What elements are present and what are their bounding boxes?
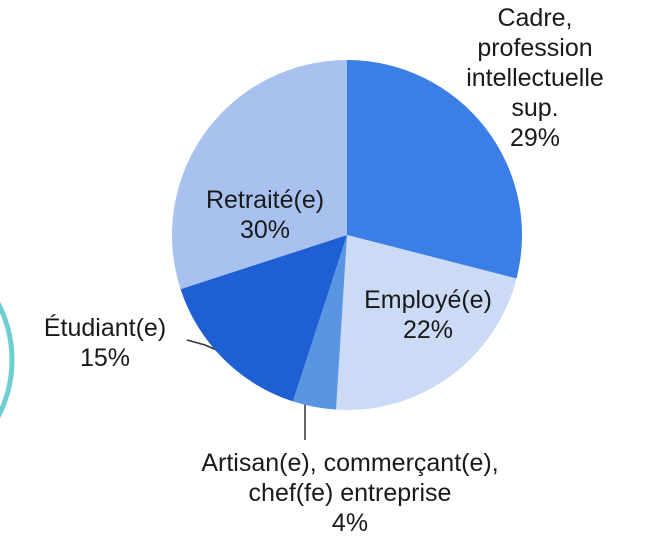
leader-line	[186, 339, 206, 346]
category-label: Étudiant(e)	[43, 314, 167, 342]
value-label: 15%	[79, 344, 131, 372]
slice-label: Employé(e) 22%	[364, 285, 492, 345]
pie-slice	[292, 235, 347, 410]
value-label: 22%	[402, 316, 454, 344]
value-label: 4%	[331, 509, 369, 537]
category-label: Cadre, profession intellectuelle sup.	[466, 4, 604, 122]
slice-label: Étudiant(e) 15%	[44, 313, 166, 373]
pie-slice	[336, 235, 517, 410]
category-label: Artisan(e), commerçant(e), chef(fe) entr…	[201, 449, 499, 507]
value-label: 29%	[509, 124, 561, 152]
pie-slice	[171, 60, 347, 290]
slice-label: Cadre, profession intellectuelle sup. 29%	[466, 3, 604, 153]
pie-slice	[180, 235, 347, 402]
slice-label: Retraité(e) 30%	[206, 185, 324, 245]
decor-arc	[0, 301, 15, 419]
category-label: Employé(e)	[364, 286, 492, 314]
slice-label: Artisan(e), commerçant(e), chef(fe) entr…	[201, 448, 498, 538]
pie-slice	[347, 60, 522, 279]
value-label: 30%	[239, 216, 291, 244]
category-label: Retraité(e)	[205, 186, 325, 214]
